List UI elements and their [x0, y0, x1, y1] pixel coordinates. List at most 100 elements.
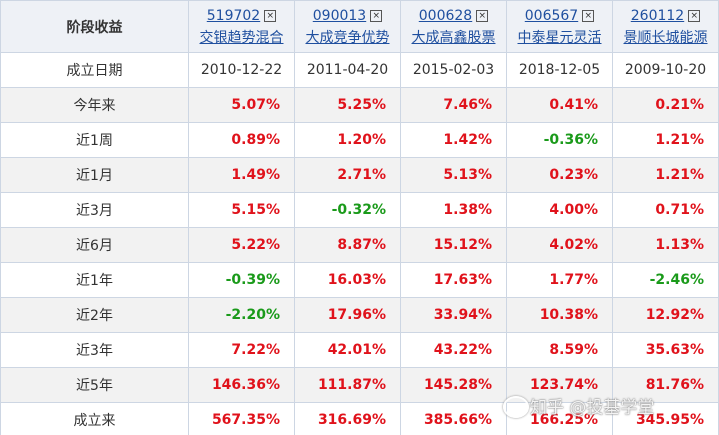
row-label: 成立来 — [0, 402, 189, 435]
table-row: 成立来 567.35% 316.69% 385.66% 166.25% 345.95% — [0, 402, 719, 435]
cell-value: 1.20% — [294, 122, 401, 158]
cell-value: 8.59% — [506, 332, 613, 368]
fund-code-line: 006567 × — [507, 5, 612, 27]
table-row: 近1周 0.89% 1.20% 1.42% -0.36% 1.21% — [0, 122, 719, 158]
table-row: 成立日期 2010-12-22 2011-04-20 2015-02-03 2018-1… — [0, 52, 719, 88]
row-label: 近1年 — [0, 262, 189, 298]
remove-button[interactable]: × — [688, 9, 701, 22]
table-row: 近3年 7.22% 42.01% 43.22% 8.59% 35.63% — [0, 332, 719, 368]
table-row: 今年来 5.07% 5.25% 7.46% 0.41% 0.21% — [0, 87, 719, 123]
fund-code[interactable]: 260112 — [630, 7, 685, 24]
table-row: 近2年 -2.20% 17.96% 33.94% 10.38% 12.92% — [0, 297, 719, 333]
cell-value: 2018-12-05 — [506, 52, 613, 88]
fund-code[interactable]: 006567 — [524, 7, 579, 24]
watermark: 知乎 @投基学堂 — [500, 393, 654, 418]
fund-code-line: 000628 × — [401, 5, 506, 27]
cell-value: 111.87% — [294, 367, 401, 403]
cell-value: 0.21% — [612, 87, 719, 123]
fund-name-line: 交银趋势混合 — [189, 27, 294, 49]
cell-value: 1.21% — [612, 122, 719, 158]
row-label: 近6月 — [0, 227, 189, 263]
row-label: 近3年 — [0, 332, 189, 368]
cell-value: 2.71% — [294, 157, 401, 193]
cell-value: 145.28% — [400, 367, 507, 403]
row-label: 近5年 — [0, 367, 189, 403]
cell-value: 2010-12-22 — [188, 52, 295, 88]
cell-value: 35.63% — [612, 332, 719, 368]
table-row: 近6月 5.22% 8.87% 15.12% 4.02% 1.13% — [0, 227, 719, 263]
fund-name[interactable]: 大成高鑫股票 — [411, 29, 496, 46]
cell-value: 16.03% — [294, 262, 401, 298]
watermark-icon — [503, 396, 529, 418]
fund-name[interactable]: 交银趋势混合 — [199, 29, 284, 46]
cell-value: 2015-02-03 — [400, 52, 507, 88]
fund-name-line: 中泰星元灵活 — [507, 27, 612, 49]
cell-value: 345.95% — [612, 402, 719, 435]
fund-header: 519702 × 交银趋势混合 — [188, 0, 295, 53]
fund-name-line: 大成高鑫股票 — [401, 27, 506, 49]
fund-name[interactable]: 中泰星元灵活 — [517, 29, 602, 46]
cell-value: 2009-10-20 — [612, 52, 719, 88]
cell-value: 5.07% — [188, 87, 295, 123]
fund-header: 090013 × 大成竞争优势 — [294, 0, 401, 53]
row-label: 近3月 — [0, 192, 189, 228]
cell-value: 2011-04-20 — [294, 52, 401, 88]
remove-button[interactable]: × — [264, 9, 277, 22]
fund-header: 260112 × 景顺长城能源 — [612, 0, 719, 53]
cell-value: 10.38% — [506, 297, 613, 333]
cell-value: 123.74% — [506, 367, 613, 403]
table-row: 近1月 1.49% 2.71% 5.13% 0.23% 1.21% — [0, 157, 719, 193]
cell-value: 4.00% — [506, 192, 613, 228]
cell-value: 5.22% — [188, 227, 295, 263]
cell-value: 5.15% — [188, 192, 295, 228]
fund-code-line: 519702 × — [189, 5, 294, 27]
fund-code[interactable]: 090013 — [312, 7, 367, 24]
cell-value: 567.35% — [188, 402, 295, 435]
row-label: 近1周 — [0, 122, 189, 158]
cell-value: 7.22% — [188, 332, 295, 368]
fund-name[interactable]: 大成竞争优势 — [305, 29, 390, 46]
cell-value: 43.22% — [400, 332, 507, 368]
cell-value: 0.23% — [506, 157, 613, 193]
row-label: 近1月 — [0, 157, 189, 193]
row-label: 成立日期 — [0, 52, 189, 88]
cell-value: -0.32% — [294, 192, 401, 228]
cell-value: 316.69% — [294, 402, 401, 435]
fund-name-line: 景顺长城能源 — [613, 27, 718, 49]
cell-value: 81.76% — [612, 367, 719, 403]
cell-value: 0.41% — [506, 87, 613, 123]
fund-name[interactable]: 景顺长城能源 — [623, 29, 708, 46]
cell-value: 1.49% — [188, 157, 295, 193]
cell-value: 17.63% — [400, 262, 507, 298]
cell-value: -2.20% — [188, 297, 295, 333]
cell-value: 385.66% — [400, 402, 507, 435]
fund-code-line: 090013 × — [295, 5, 400, 27]
fund-code-line: 260112 × — [613, 5, 718, 27]
cell-value: 0.71% — [612, 192, 719, 228]
cell-value: 8.87% — [294, 227, 401, 263]
cell-value: 1.77% — [506, 262, 613, 298]
cell-value: 1.21% — [612, 157, 719, 193]
cell-value: -2.46% — [612, 262, 719, 298]
cell-value: -0.39% — [188, 262, 295, 298]
cell-value: 0.89% — [188, 122, 295, 158]
fund-code[interactable]: 000628 — [418, 7, 473, 24]
remove-button[interactable]: × — [476, 9, 489, 22]
table-row: 近3月 5.15% -0.32% 1.38% 4.00% 0.71% — [0, 192, 719, 228]
cell-value: 4.02% — [506, 227, 613, 263]
fund-header: 006567 × 中泰星元灵活 — [506, 0, 613, 53]
cell-value: 12.92% — [612, 297, 719, 333]
cell-value: 5.13% — [400, 157, 507, 193]
table-body: 成立日期 2010-12-22 2011-04-20 2015-02-03 2018-1… — [0, 52, 719, 435]
row-label: 近2年 — [0, 297, 189, 333]
cell-value: 42.01% — [294, 332, 401, 368]
cell-value: 1.42% — [400, 122, 507, 158]
fund-header: 000628 × 大成高鑫股票 — [400, 0, 507, 53]
remove-button[interactable]: × — [370, 9, 383, 22]
header-title: 阶段收益 — [0, 0, 189, 53]
remove-button[interactable]: × — [582, 9, 595, 22]
table-row: 近5年 146.36% 111.87% 145.28% 123.74% 81.76% — [0, 367, 719, 403]
fund-code[interactable]: 519702 — [206, 7, 261, 24]
